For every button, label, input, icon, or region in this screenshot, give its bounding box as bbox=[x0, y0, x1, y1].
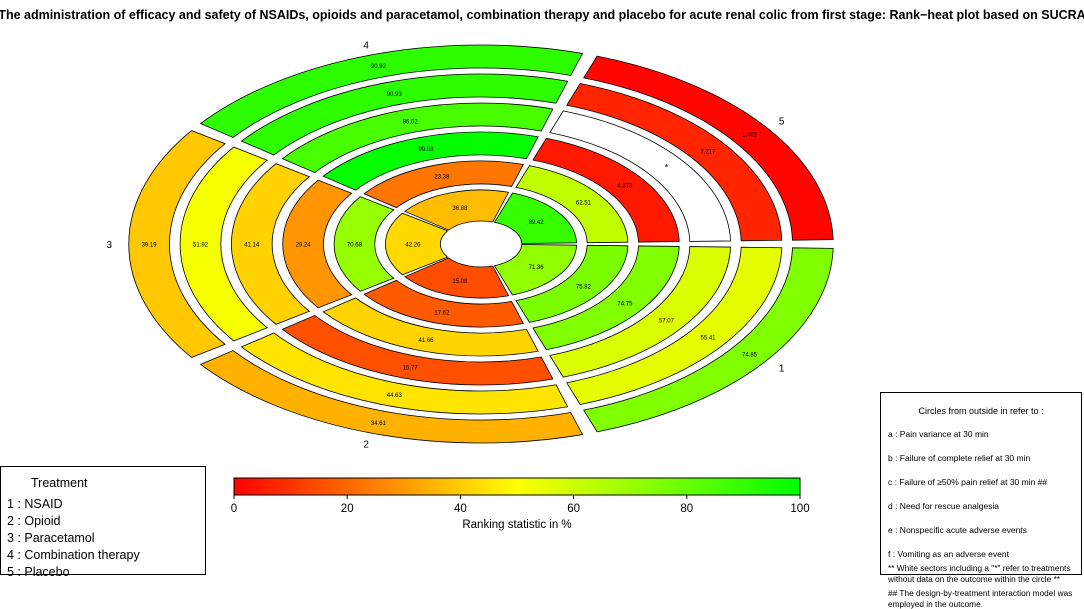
heat-cell-t4-ring1 bbox=[199, 44, 584, 138]
cell-value-label: 90.92 bbox=[371, 64, 387, 70]
sector-label: 2 bbox=[363, 440, 369, 451]
cell-value-label: 1.403 bbox=[742, 132, 758, 138]
heat-cell-t3-ring1 bbox=[128, 130, 226, 358]
cell-value-label: 51.92 bbox=[193, 243, 209, 249]
heat-cell-t1-ring5 bbox=[515, 244, 629, 323]
legend-item: 2 : Opioid bbox=[7, 514, 61, 528]
circle-item: a : Pain variance at 30 min bbox=[888, 429, 989, 439]
heat-cell-t5-ring6 bbox=[493, 192, 577, 244]
cell-value-label: * bbox=[665, 162, 669, 172]
sector-label: 4 bbox=[363, 40, 369, 51]
heat-cell-t2-ring3 bbox=[281, 314, 554, 386]
treatment-legend: Treatment 1 : NSAID 2 : Opioid 3 : Parac… bbox=[0, 466, 206, 579]
heat-cell-t4-ring3 bbox=[281, 102, 554, 174]
colorbar-tick-label: 0 bbox=[231, 503, 237, 515]
colorbar: 0 20 40 60 80 100 Ranking statistic in % bbox=[231, 477, 810, 531]
circle-item: b : Failure of complete relief at 30 min bbox=[888, 453, 1031, 463]
heat-cell-t1-ring3 bbox=[549, 246, 731, 378]
footnote-white-sectors: ** White sectors including a "*" refer t… bbox=[888, 563, 1071, 584]
heat-cell-t3-ring2 bbox=[179, 146, 269, 342]
colorbar-tick-label: 60 bbox=[567, 503, 580, 515]
sector-label: 3 bbox=[107, 240, 113, 251]
circles-legend-title: Circles from outside in refer to : bbox=[918, 406, 1044, 416]
heat-cell-t5-ring1 bbox=[583, 55, 834, 241]
circle-item: e : Nonspecific acute adverse events bbox=[888, 525, 1027, 535]
colorbar-tick-label: 20 bbox=[341, 503, 354, 515]
heat-cell-t1-ring4 bbox=[532, 245, 680, 351]
heat-cell-t2-ring2 bbox=[240, 332, 569, 415]
heat-cell-t5-ring3 bbox=[549, 110, 731, 242]
heat-cell-t3-ring3 bbox=[231, 163, 311, 325]
cell-value-label: 62.51 bbox=[576, 201, 592, 207]
legend-item: 4 : Combination therapy bbox=[7, 548, 140, 562]
heat-cell-t3-ring5 bbox=[333, 196, 395, 292]
heat-cell-t1-ring1 bbox=[583, 247, 834, 433]
cell-value-label: 4.873 bbox=[617, 183, 633, 189]
cell-value-label: 57.07 bbox=[659, 319, 675, 325]
cell-value-label: 75.82 bbox=[576, 285, 592, 291]
circles-legend: Circles from outside in refer to : a : P… bbox=[880, 392, 1082, 609]
cell-value-label: 42.26 bbox=[405, 243, 421, 249]
legend-item: 3 : Paracetamol bbox=[7, 531, 95, 545]
cell-value-label: 36.88 bbox=[452, 206, 468, 212]
heat-cell-t4-ring2 bbox=[240, 73, 569, 156]
sector-labels-group: 1 2 3 4 5 bbox=[107, 40, 785, 450]
legend-title: Treatment bbox=[31, 476, 88, 490]
cell-value-label: 39.19 bbox=[142, 243, 158, 249]
sector-label: 1 bbox=[779, 363, 785, 374]
heat-cell-t4-ring5 bbox=[363, 160, 524, 209]
heat-cell-t2-ring6 bbox=[404, 257, 510, 299]
circle-item: d : Need for rescue analgesia bbox=[888, 501, 1000, 511]
rings-group: 74.85 55.41 57.07 74.75 75.82 71.36 34.61 44.63… bbox=[128, 44, 834, 444]
legend-item: 5 : Placebo bbox=[7, 565, 70, 579]
cell-value-label: 17.62 bbox=[434, 311, 450, 317]
footnote-interaction-model: ## The design-by-treatment interaction m… bbox=[888, 588, 1073, 609]
cell-value-label: 99.08 bbox=[418, 147, 434, 153]
sector-label: 5 bbox=[779, 117, 785, 128]
cell-value-label: 90.93 bbox=[387, 92, 403, 98]
cell-value-label: 41.14 bbox=[244, 243, 260, 249]
heat-cell-t2-ring5 bbox=[363, 279, 524, 328]
heat-cell-t4-ring4 bbox=[322, 131, 539, 191]
cell-value-label: 89.42 bbox=[529, 220, 545, 226]
colorbar-title: Ranking statistic in % bbox=[462, 519, 571, 531]
colorbar-tick-label: 80 bbox=[680, 503, 693, 515]
heat-cell-t2-ring4 bbox=[322, 297, 539, 357]
colorbar-gradient bbox=[233, 477, 801, 496]
heat-cell-t3-ring6 bbox=[385, 212, 449, 276]
cell-value-label: 86.02 bbox=[403, 119, 419, 125]
legend-item: 1 : NSAID bbox=[7, 497, 63, 511]
heat-cell-t1-ring6 bbox=[493, 244, 577, 296]
circle-item: f : Vomiting as an adverse event bbox=[888, 549, 1009, 559]
cell-value-label: 41.66 bbox=[418, 338, 434, 344]
cell-value-label: 29.24 bbox=[296, 243, 312, 249]
heat-cell-t1-ring2 bbox=[566, 246, 783, 405]
cell-value-label: 7.217 bbox=[700, 149, 716, 155]
rank-heat-plot: The administration of efficacy and safet… bbox=[0, 8, 1084, 531]
chart-title: The administration of efficacy and safet… bbox=[0, 8, 1084, 22]
cell-value-label: 15.77 bbox=[403, 366, 419, 372]
cell-value-label: 55.41 bbox=[700, 336, 716, 342]
cell-value-label: 34.61 bbox=[371, 421, 387, 427]
cell-value-label: 44.63 bbox=[387, 393, 403, 399]
cell-value-label: 71.36 bbox=[529, 265, 545, 271]
colorbar-tick-label: 40 bbox=[454, 503, 467, 515]
heat-cell-t3-ring4 bbox=[282, 179, 353, 309]
colorbar-tick-label: 100 bbox=[790, 503, 809, 515]
heat-cell-t4-ring6 bbox=[404, 189, 510, 231]
heat-cell-t5-ring4 bbox=[532, 137, 680, 243]
heat-cell-t2-ring1 bbox=[199, 350, 584, 444]
cell-value-label: 74.85 bbox=[742, 353, 758, 359]
circle-item: c : Failure of ≥50% pain relief at 30 mi… bbox=[888, 477, 1048, 487]
cell-value-label: 15.08 bbox=[452, 279, 468, 285]
cell-value-label: 70.68 bbox=[347, 243, 363, 249]
cell-value-label: 74.75 bbox=[617, 302, 633, 308]
heat-cell-t5-ring2 bbox=[566, 83, 783, 242]
cell-value-label: 23.38 bbox=[434, 175, 450, 181]
heat-cell-t5-ring5 bbox=[515, 165, 629, 244]
